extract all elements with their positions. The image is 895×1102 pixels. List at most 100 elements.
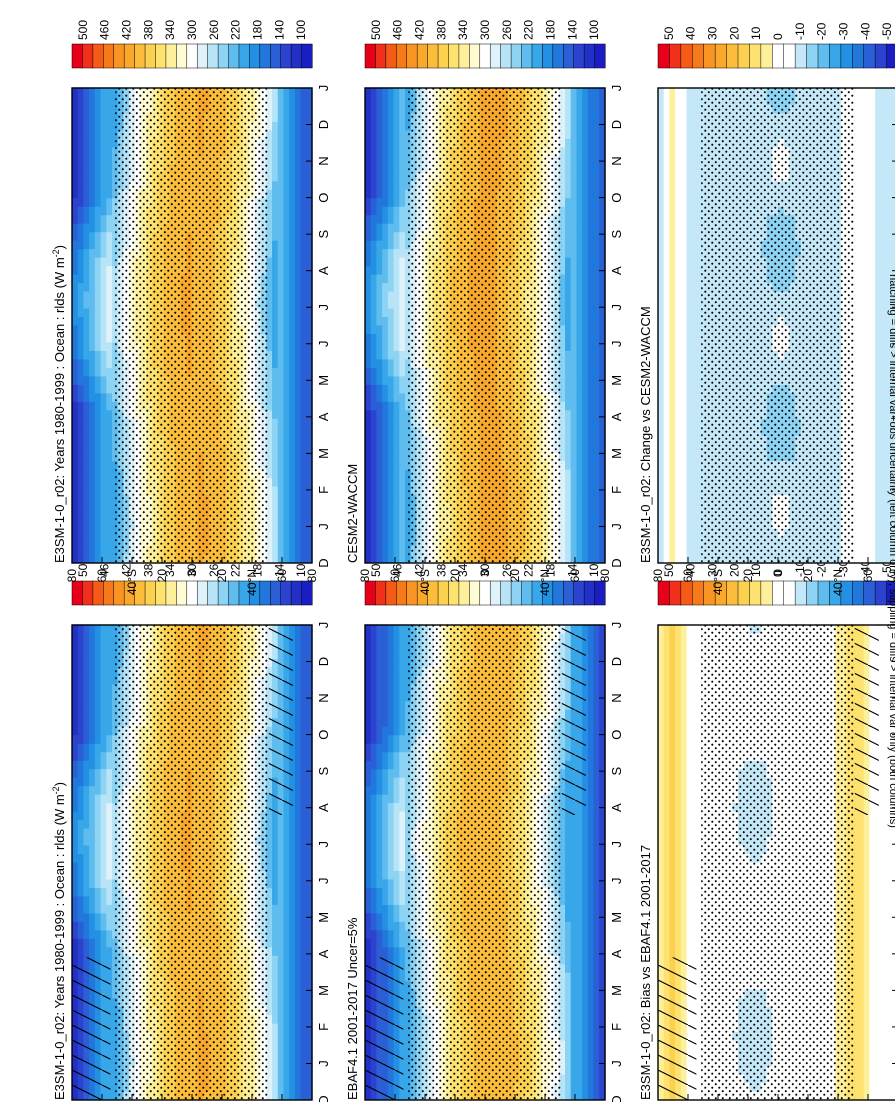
heatmap-cell	[294, 341, 302, 351]
heatmap-cell	[300, 878, 307, 888]
heatmap-cell	[272, 528, 279, 538]
colorbar-swatch	[217, 43, 230, 69]
heatmap-cell	[100, 375, 107, 385]
heatmap-cell	[300, 197, 307, 207]
heatmap-cell	[83, 658, 90, 668]
heatmap-cell	[300, 726, 307, 736]
heatmap-cell	[83, 367, 90, 377]
heatmap-cell	[89, 401, 96, 411]
heatmap-cell	[89, 700, 96, 710]
heatmap-cell	[294, 375, 302, 385]
heatmap-cell	[294, 777, 302, 787]
heatmap-cell	[94, 760, 102, 770]
heatmap-cell	[272, 129, 279, 139]
heatmap-cell	[300, 709, 307, 719]
heatmap-cell	[300, 870, 307, 880]
heatmap-cell	[100, 904, 107, 914]
heatmap-cell	[72, 709, 79, 719]
heatmap-cell	[300, 743, 307, 753]
heatmap-cell	[83, 519, 90, 530]
heatmap-cell	[106, 768, 113, 778]
heatmap-cell	[294, 1090, 302, 1100]
heatmap-cell	[277, 878, 285, 888]
heatmap-cell	[94, 528, 102, 538]
heatmap-cell	[94, 887, 102, 897]
heatmap-cell	[83, 189, 90, 199]
y-tick-label: 80	[65, 569, 79, 583]
heatmap-cell	[300, 929, 307, 939]
heatmap-cell	[89, 180, 96, 190]
heatmap-cell	[106, 299, 113, 309]
heatmap-cell	[106, 87, 113, 97]
heatmap-cell	[100, 946, 107, 956]
heatmap-cell	[300, 486, 307, 496]
heatmap-cell	[94, 214, 102, 224]
heatmap-cell	[83, 545, 90, 555]
heatmap-cell	[106, 870, 113, 880]
heatmap-cell	[294, 980, 302, 990]
heatmap-cell	[272, 477, 279, 487]
heatmap-cell	[106, 452, 113, 462]
heatmap-cell	[83, 511, 90, 521]
heatmap-cell	[100, 938, 107, 948]
heatmap-cell	[294, 700, 302, 710]
heatmap-cell	[289, 341, 296, 351]
heatmap-cell	[300, 214, 307, 224]
colorbar-swatch	[301, 43, 313, 69]
heatmap-cell	[72, 802, 79, 812]
heatmap-cell	[94, 802, 102, 812]
heatmap-cell	[283, 274, 290, 284]
heatmap-cell	[106, 912, 113, 922]
heatmap-cell	[89, 486, 96, 496]
heatmap-cell	[100, 887, 107, 897]
heatmap-cell	[289, 1014, 296, 1024]
heatmap-cell	[83, 717, 90, 727]
heatmap-cell	[72, 536, 79, 547]
heatmap-cell	[272, 503, 279, 513]
heatmap-cell	[277, 536, 285, 547]
heatmap-cell	[289, 844, 296, 855]
heatmap-cell	[72, 904, 79, 914]
heatmap-cell	[77, 155, 85, 165]
heatmap-cell	[283, 367, 290, 377]
heatmap-cell	[94, 392, 102, 402]
heatmap-cell	[100, 146, 107, 156]
heatmap-cell	[283, 938, 290, 948]
heatmap-cell	[72, 358, 79, 368]
heatmap-cell	[100, 392, 107, 402]
heatmap-cell	[272, 146, 279, 156]
colorbar-swatch	[249, 43, 261, 69]
heatmap-cell	[289, 486, 296, 496]
heatmap-cell	[94, 658, 102, 668]
heatmap-cell	[100, 138, 107, 148]
heatmap-cell	[72, 938, 79, 948]
heatmap-cell	[289, 1090, 296, 1100]
heatmap-cell	[89, 777, 96, 787]
heatmap-cell	[100, 282, 107, 292]
heatmap-cell	[100, 129, 107, 139]
heatmap-cell	[272, 409, 279, 419]
heatmap-cell	[283, 545, 290, 555]
heatmap-cell	[272, 469, 279, 479]
heatmap-cell	[83, 282, 90, 292]
heatmap-cell	[294, 545, 302, 555]
heatmap-cell	[294, 963, 302, 973]
heatmap-cell	[89, 811, 96, 821]
heatmap-cell	[72, 921, 79, 931]
heatmap-cell	[283, 1065, 290, 1075]
heatmap-cell	[300, 503, 307, 513]
heatmap-cell	[72, 384, 79, 394]
heatmap-cell	[89, 624, 96, 634]
heatmap-cell	[83, 624, 90, 634]
heatmap-cell	[300, 853, 307, 863]
heatmap-cell	[277, 307, 285, 318]
x-tick-label: D	[316, 120, 331, 129]
heatmap-cell	[89, 802, 96, 812]
heatmap-cell	[77, 700, 85, 710]
heatmap-cell	[106, 658, 113, 668]
heatmap-cell	[72, 553, 79, 563]
heatmap-cell	[306, 1065, 313, 1075]
heatmap-cell	[283, 477, 290, 487]
heatmap-cell	[72, 282, 79, 292]
